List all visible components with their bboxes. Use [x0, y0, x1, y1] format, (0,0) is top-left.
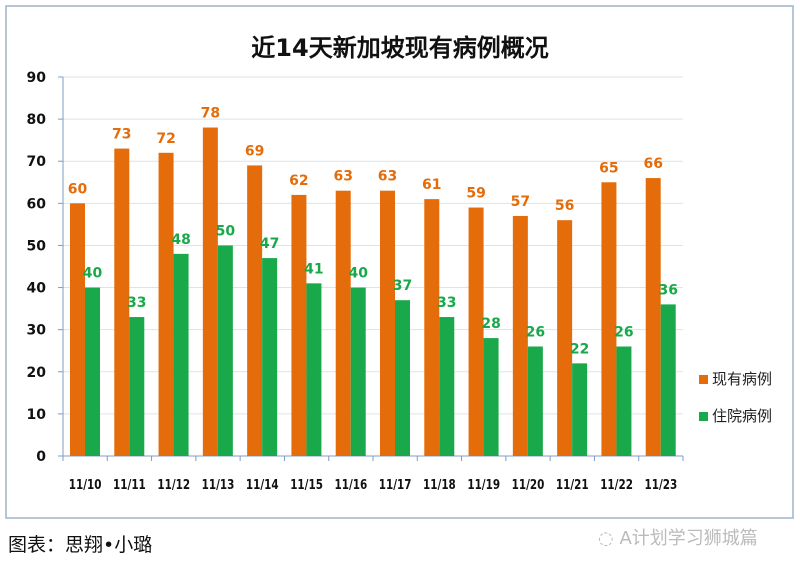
- bar-hospitalized: [262, 258, 278, 456]
- bar-active: [645, 178, 661, 457]
- y-tick-label: 40: [27, 281, 47, 297]
- x-tick-label: 11/17: [379, 477, 412, 492]
- data-label: 56: [555, 198, 574, 214]
- bar-active: [202, 127, 218, 457]
- bar-hospitalized: [306, 283, 322, 456]
- y-tick-label: 90: [27, 70, 47, 86]
- data-label: 59: [466, 186, 485, 202]
- y-tick-label: 30: [27, 323, 47, 339]
- x-tick-label: 11/15: [290, 477, 323, 492]
- x-tick-label: 11/16: [334, 477, 367, 492]
- data-label: 69: [245, 143, 264, 159]
- data-label: 28: [481, 316, 500, 332]
- bar-active: [291, 194, 307, 456]
- data-label: 40: [348, 266, 368, 282]
- bar-active: [247, 165, 263, 456]
- x-tick-label: 11/19: [467, 477, 500, 492]
- chart-caption: 图表：思翔•小璐: [8, 534, 153, 556]
- data-label: 78: [201, 106, 220, 122]
- bar-hospitalized: [395, 300, 410, 456]
- data-label: 63: [378, 169, 397, 185]
- data-label: 36: [658, 282, 677, 298]
- bar-active: [557, 220, 573, 456]
- legend-swatch: [699, 375, 708, 384]
- data-label: 33: [127, 295, 146, 311]
- x-tick-label: 11/14: [246, 477, 279, 492]
- x-tick-label: 11/20: [512, 477, 545, 492]
- bar-hospitalized: [616, 346, 632, 456]
- watermark-text: A计划学习狮城篇: [619, 528, 758, 549]
- data-label: 60: [68, 181, 88, 197]
- bar-active: [158, 152, 174, 457]
- bar-active: [70, 203, 85, 456]
- legend-swatch: [699, 412, 708, 421]
- watermark: ◌ A计划学习狮城篇: [598, 528, 758, 549]
- legend-label: 住院病例: [712, 407, 772, 425]
- data-label: 50: [216, 223, 236, 239]
- bar-active: [424, 199, 440, 456]
- bar-hospitalized: [173, 253, 189, 456]
- bar-hospitalized: [527, 346, 543, 456]
- data-label: 47: [260, 236, 279, 252]
- x-tick-label: 11/10: [69, 477, 102, 492]
- x-tick-label: 11/22: [600, 477, 633, 492]
- y-tick-label: 20: [27, 365, 47, 381]
- data-label: 22: [570, 341, 589, 357]
- x-tick-label: 11/18: [423, 477, 456, 492]
- data-label: 72: [156, 131, 175, 147]
- y-tick-label: 50: [27, 238, 47, 254]
- data-label: 66: [643, 156, 662, 172]
- bar-active: [335, 190, 351, 456]
- data-label: 61: [422, 177, 441, 193]
- legend-label: 现有病例: [712, 370, 772, 388]
- y-tick-label: 10: [27, 407, 47, 423]
- x-tick-label: 11/11: [113, 477, 146, 492]
- y-tick-label: 80: [27, 112, 47, 128]
- data-label: 26: [614, 325, 633, 341]
- y-tick-label: 60: [27, 196, 47, 212]
- x-tick-label: 11/21: [556, 477, 589, 492]
- data-label: 33: [437, 295, 456, 311]
- chart-frame: [5, 5, 794, 519]
- bar-hospitalized: [217, 245, 233, 456]
- chart-title: 近14天新加坡现有病例概况: [251, 34, 548, 62]
- bar-active: [512, 215, 528, 456]
- bar-hospitalized: [129, 317, 145, 456]
- x-tick-label: 11/12: [157, 477, 190, 492]
- bar-hospitalized: [350, 287, 366, 456]
- data-label: 57: [511, 194, 530, 210]
- data-label: 62: [289, 173, 308, 189]
- bar-active: [114, 148, 130, 457]
- data-label: 48: [171, 232, 190, 248]
- x-tick-label: 11/13: [202, 477, 235, 492]
- data-label: 26: [526, 325, 545, 341]
- y-tick-label: 0: [36, 449, 46, 465]
- data-label: 37: [393, 278, 412, 294]
- bar-hospitalized: [439, 317, 455, 456]
- bar-hospitalized: [85, 287, 100, 456]
- bar-active: [380, 190, 395, 456]
- bar-hospitalized: [660, 304, 676, 456]
- data-label: 65: [599, 160, 618, 176]
- bar-hospitalized: [483, 338, 499, 456]
- data-label: 73: [112, 127, 131, 143]
- data-label: 41: [304, 261, 323, 277]
- bar-active: [468, 207, 484, 456]
- bar-active: [601, 182, 617, 456]
- bar-hospitalized: [572, 363, 588, 456]
- x-tick-label: 11/23: [644, 477, 677, 492]
- y-tick-label: 70: [27, 154, 47, 170]
- data-label: 40: [83, 266, 103, 282]
- data-label: 63: [333, 169, 352, 185]
